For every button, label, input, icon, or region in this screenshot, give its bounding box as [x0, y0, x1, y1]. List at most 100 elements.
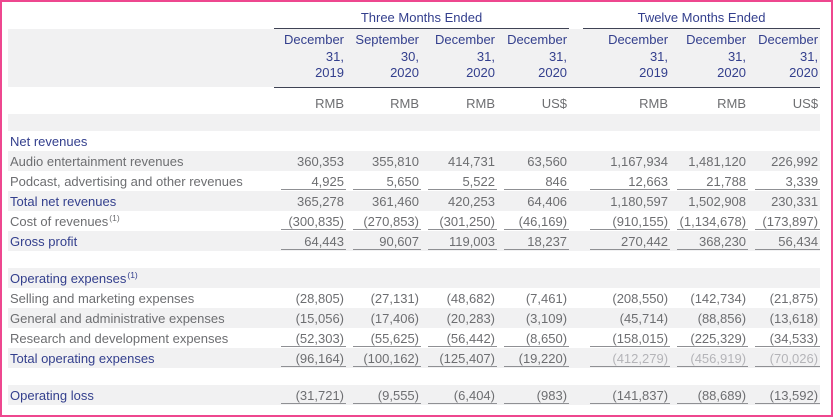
value-cell [670, 251, 748, 268]
value-cell [583, 114, 670, 131]
value-cell: (20,283) [446, 310, 495, 326]
value-cell [583, 251, 670, 268]
table-row: Total operating expenses (96,164) (100,162… [8, 347, 821, 368]
group-header-twelve-months: Twelve Months Ended [583, 6, 821, 29]
value-cell [421, 251, 497, 268]
table-row: Operating loss (31,721) (9,555) (6,404) (983… [8, 384, 821, 405]
income-statement-table: Three Months Ended Twelve Months Ended D… [8, 6, 821, 405]
row-label [8, 251, 274, 268]
value-cell [274, 114, 346, 131]
column-gap [569, 308, 583, 328]
value-cell: (456,919) [670, 347, 749, 368]
date-column-header: December 31, 2020 [497, 28, 570, 88]
value-cell: (46,169) [497, 210, 570, 231]
value-cell: 414,731 [448, 153, 495, 169]
value-cell [670, 131, 748, 151]
empty-cell [8, 87, 274, 114]
value-cell: (8,650) [497, 327, 570, 348]
table-row: Cost of revenues(1) (300,835) (270,853) (30… [8, 210, 821, 231]
value-cell [346, 368, 421, 385]
value-cell [748, 131, 820, 151]
column-gap [569, 6, 583, 29]
date-column-header: December 31, 2020 [670, 28, 749, 88]
column-gap [569, 348, 583, 368]
footnote-ref: (1) [109, 212, 120, 223]
value-cell: 4,925 [274, 170, 346, 191]
value-cell: 64,443 [274, 230, 346, 251]
row-label-text: Selling and marketing expenses [10, 290, 195, 306]
value-cell: 420,253 [448, 193, 495, 209]
date-header-row: December 31, 2019 September 30, 2020 Dec… [8, 28, 821, 88]
row-label-text: Audio entertainment revenues [10, 153, 184, 169]
value-cell: (28,805) [295, 290, 344, 306]
value-cell: (142,734) [690, 290, 747, 306]
column-gap [569, 268, 583, 288]
value-cell: 56,434 [748, 230, 821, 251]
column-gap [569, 288, 583, 308]
value-cell [421, 368, 497, 385]
table-row: Research and development expenses (52,303… [8, 327, 821, 348]
row-label [8, 114, 274, 131]
column-gap [569, 131, 583, 151]
column-gap [569, 171, 583, 191]
table-row: Selling and marketing expenses (28,805) (2… [8, 288, 820, 308]
value-cell [497, 131, 569, 151]
value-cell: (7,461) [525, 290, 568, 306]
row-label: Net revenues [8, 131, 274, 151]
value-cell: (55,625) [346, 327, 421, 348]
value-cell: 12,663 [583, 170, 671, 191]
value-cell: (21,875) [769, 290, 819, 306]
value-cell: (19,220) [497, 347, 570, 368]
currency-header: RMB [390, 95, 419, 111]
value-cell: 846 [497, 170, 570, 191]
group-header-three-months: Three Months Ended [274, 6, 570, 29]
table-row: General and administrative expenses (15,0… [8, 307, 821, 328]
row-label: Research and development expenses [8, 328, 274, 348]
row-label-text: Net revenues [10, 133, 88, 149]
table-row: Operating expenses(1) [8, 267, 821, 288]
row-label: Selling and marketing expenses [8, 288, 274, 308]
value-cell: 64,406 [527, 193, 568, 209]
row-label-text: Podcast, advertising and other revenues [10, 173, 243, 189]
value-cell [583, 131, 670, 151]
value-cell [748, 368, 820, 385]
footnote-ref: (1) [127, 269, 138, 280]
table-row: Net revenues [8, 131, 820, 151]
value-cell: (96,164) [274, 347, 346, 368]
value-cell: 355,810 [372, 153, 419, 169]
value-cell: (15,056) [295, 310, 344, 326]
value-cell: 119,003 [421, 230, 497, 251]
value-cell: 226,992 [771, 153, 819, 169]
currency-header: RMB [717, 95, 747, 111]
value-cell: (983) [497, 384, 570, 405]
currency-header: US$ [792, 95, 819, 111]
value-cell: (1,134,678) [670, 210, 749, 231]
row-label: Total net revenues [8, 191, 274, 211]
row-label: Total operating expenses [8, 348, 274, 368]
value-cell: (52,303) [274, 327, 346, 348]
column-gap [569, 368, 583, 385]
table-body: Net revenues Audio entertainment revenues… [8, 113, 821, 405]
value-cell: (31,721) [274, 384, 346, 405]
value-cell: (45,714) [619, 310, 669, 326]
value-cell: (141,837) [583, 384, 671, 405]
value-cell: (173,897) [748, 210, 821, 231]
currency-header: RMB [639, 95, 669, 111]
date-column-header: December 31, 2020 [421, 28, 497, 88]
value-cell: (17,406) [370, 310, 419, 326]
value-cell [583, 368, 670, 385]
value-cell [421, 268, 497, 288]
value-cell: 361,460 [372, 193, 419, 209]
spacer-row [8, 113, 821, 131]
value-cell [497, 268, 569, 288]
column-gap [569, 328, 583, 348]
value-cell: 63,560 [527, 153, 568, 169]
value-cell: (100,162) [346, 347, 421, 368]
value-cell: (27,131) [370, 290, 419, 306]
empty-cell [8, 6, 274, 29]
value-cell: (9,555) [346, 384, 421, 405]
column-gap [569, 211, 583, 231]
column-gap [569, 87, 583, 114]
value-cell [748, 268, 820, 288]
